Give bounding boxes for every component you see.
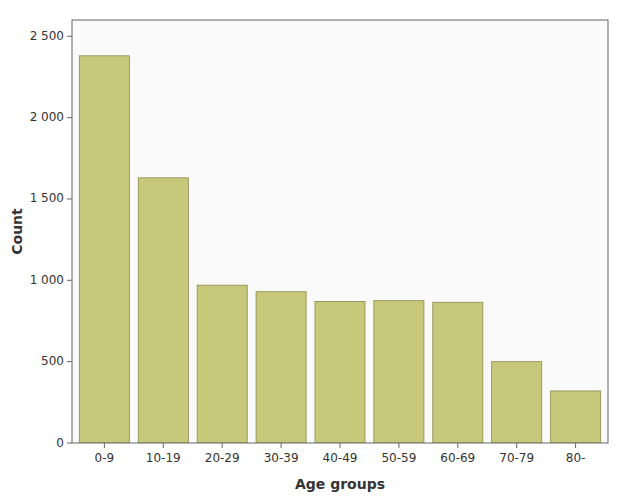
bar — [374, 301, 424, 443]
bar — [315, 301, 365, 443]
bar — [433, 302, 483, 443]
y-tick — [67, 117, 72, 118]
x-tick-label: 30-39 — [264, 451, 299, 465]
bar — [256, 292, 306, 443]
x-tick-label: 20-29 — [205, 451, 240, 465]
bar — [79, 56, 129, 443]
x-tick — [222, 443, 223, 448]
x-tick-label: 80- — [566, 451, 586, 465]
x-tick — [104, 443, 105, 448]
y-tick — [67, 198, 72, 199]
x-tick-label: 0-9 — [95, 451, 115, 465]
y-tick-label: 1 500 — [30, 191, 64, 205]
x-tick-label: 50-59 — [381, 451, 416, 465]
x-tick-label: 10-19 — [146, 451, 181, 465]
x-tick — [340, 443, 341, 448]
x-axis-label: Age groups — [295, 476, 385, 492]
bars — [79, 56, 600, 443]
x-tick — [516, 443, 517, 448]
plot-frame — [72, 20, 608, 443]
y-tick-label: 1 000 — [30, 273, 64, 287]
bar — [138, 178, 188, 443]
bar — [551, 391, 601, 443]
x-tick — [575, 443, 576, 448]
y-tick — [67, 280, 72, 281]
plot-background — [72, 20, 608, 443]
y-axis-label: Count — [9, 208, 25, 255]
x-tick — [163, 443, 164, 448]
bar — [197, 285, 247, 443]
x-axis: 0-9 10-19 20-29 30-39 40-49 50-59 60-69 70-79 80… — [95, 443, 586, 465]
y-tick-label: 2 000 — [30, 110, 64, 124]
x-tick — [457, 443, 458, 448]
bar — [492, 362, 542, 443]
chart-svg: 0 500 1 000 1 500 2 000 2 500 0-9 10-19 20-29 30-… — [0, 0, 626, 501]
y-tick — [67, 443, 72, 444]
page: {"chart_data": {"type": "bar", "categori… — [0, 0, 626, 501]
y-tick-label: 500 — [41, 354, 64, 368]
chart-container: 0 500 1 000 1 500 2 000 2 500 0-9 10-19 20-29 30-… — [0, 0, 626, 501]
x-tick — [281, 443, 282, 448]
x-tick-label: 70-79 — [499, 451, 534, 465]
x-tick-label: 40-49 — [323, 451, 358, 465]
y-tick-label: 2 500 — [30, 29, 64, 43]
y-tick — [67, 361, 72, 362]
y-axis: 0 500 1 000 1 500 2 000 2 500 — [30, 29, 72, 450]
x-tick-label: 60-69 — [440, 451, 475, 465]
x-tick — [398, 443, 399, 448]
y-tick — [67, 36, 72, 37]
y-tick-label: 0 — [56, 436, 64, 450]
